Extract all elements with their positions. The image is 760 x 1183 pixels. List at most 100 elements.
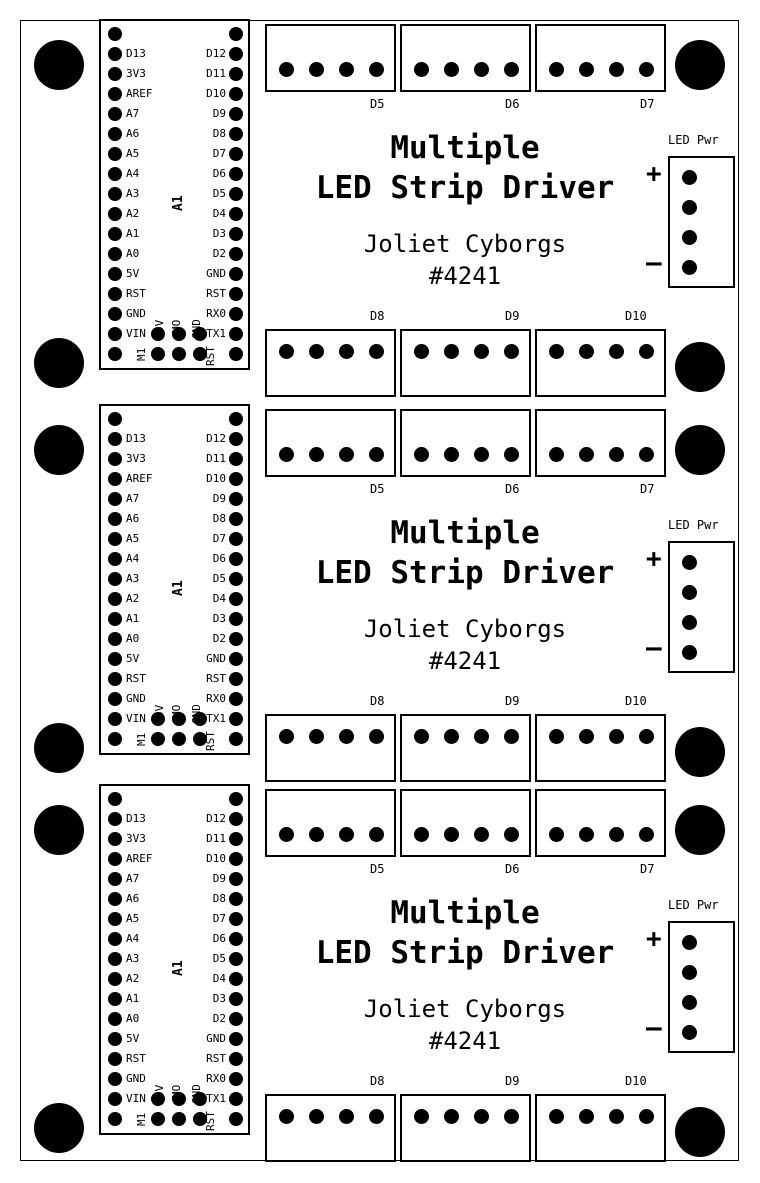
connector-pin <box>474 1109 489 1124</box>
header-pin <box>108 87 122 101</box>
header-pin <box>229 207 243 221</box>
team-name: Joliet Cyborgs <box>363 230 567 258</box>
pin-label-right: D7 <box>212 532 226 545</box>
connector-pin <box>339 62 354 77</box>
pin-label-left: A3 <box>126 572 140 585</box>
connector-pin <box>474 447 489 462</box>
header-pin <box>229 832 243 846</box>
connector-pin <box>609 62 624 77</box>
connector-pin <box>414 1109 429 1124</box>
header-pin <box>108 1032 122 1046</box>
mounting-hole <box>675 805 725 855</box>
pin-label-right: D3 <box>212 992 226 1005</box>
header-pin <box>229 67 243 81</box>
pin-label-left: RST <box>126 672 146 685</box>
led-connector-top <box>535 409 666 477</box>
pin-label-left: A7 <box>126 107 140 120</box>
header-pin <box>108 412 122 426</box>
led-connector-bottom <box>400 1094 531 1162</box>
connector-pin <box>504 447 519 462</box>
pin-label-right: D11 <box>206 832 226 845</box>
pin-label-bottom: RST <box>204 346 217 366</box>
connector-label: D5 <box>370 482 385 496</box>
pin-label-right: D11 <box>206 67 226 80</box>
arduino-nano-footprint: D13 D12 3V3 D11 AREF D10 A7 D9 A6 D8 A5 D7 A4 D6 A3 D5 A… <box>99 784 250 1135</box>
header-pin <box>108 672 122 686</box>
header-pin <box>108 107 122 121</box>
pin-label-right: RST <box>206 672 226 685</box>
pin-label-bottom: 5V <box>153 1084 166 1098</box>
pin-label-right: GND <box>206 267 226 280</box>
connector-label: D7 <box>640 97 655 111</box>
header-pin <box>229 307 243 321</box>
connector-pin <box>682 995 697 1010</box>
pin-label-right: D8 <box>212 127 226 140</box>
pin-label-right: D6 <box>212 167 226 180</box>
connector-pin <box>682 935 697 950</box>
header-pin <box>172 712 186 726</box>
team-number: #4241 <box>428 1027 502 1055</box>
connector-pin <box>609 447 624 462</box>
header-pin <box>108 1092 122 1106</box>
header-pin <box>229 672 243 686</box>
pin-label-left: RST <box>126 287 146 300</box>
header-pin <box>229 992 243 1006</box>
connector-pin <box>414 729 429 744</box>
led-connector-bottom <box>265 714 396 782</box>
header-pin <box>229 912 243 926</box>
connector-pin <box>549 447 564 462</box>
pin-label-left: A7 <box>126 872 140 885</box>
header-pin <box>108 452 122 466</box>
header-pin <box>108 307 122 321</box>
pin-label-right: RX0 <box>206 307 226 320</box>
connector-pin <box>639 827 654 842</box>
connector-pin <box>339 827 354 842</box>
plus-sign: + <box>646 544 662 574</box>
header-pin <box>193 732 207 746</box>
header-pin <box>229 932 243 946</box>
pin-label-left: GND <box>126 307 146 320</box>
plus-sign: + <box>646 924 662 954</box>
connector-pin <box>339 344 354 359</box>
header-pin <box>229 1092 243 1106</box>
header-pin <box>229 167 243 181</box>
connector-pin <box>369 1109 384 1124</box>
header-pin <box>229 267 243 281</box>
connector-pin <box>474 729 489 744</box>
header-pin <box>108 992 122 1006</box>
header-pin <box>229 1112 243 1126</box>
led-power-connector <box>668 921 735 1053</box>
connector-pin <box>682 170 697 185</box>
header-pin <box>172 1112 186 1126</box>
pin-label-right: D12 <box>206 812 226 825</box>
header-pin <box>108 512 122 526</box>
header-pin <box>193 1092 207 1106</box>
header-pin <box>229 872 243 886</box>
header-pin <box>229 247 243 261</box>
driver-panel: D13 D12 3V3 D11 AREF D10 A7 D9 A6 D8 A5 D7 A4 D6 A3 D5 A… <box>0 783 760 1165</box>
header-pin <box>151 327 165 341</box>
connector-pin <box>579 344 594 359</box>
pin-label-bottom: GND <box>190 319 203 339</box>
connector-pin <box>414 447 429 462</box>
pin-label-right: D5 <box>212 572 226 585</box>
header-pin <box>229 952 243 966</box>
header-pin <box>108 692 122 706</box>
header-pin <box>229 652 243 666</box>
mounting-hole <box>34 1103 84 1153</box>
led-connector-bottom <box>265 1094 396 1162</box>
connector-label: D10 <box>625 694 647 708</box>
header-pin <box>229 572 243 586</box>
header-pin <box>108 552 122 566</box>
pin-label-bottom: 5V <box>153 704 166 718</box>
header-pin <box>108 632 122 646</box>
pin-label-left: 5V <box>126 267 140 280</box>
pin-label-right: D11 <box>206 452 226 465</box>
pin-label-right: RST <box>206 287 226 300</box>
pin-label-right: TX1 <box>206 712 226 725</box>
connector-pin <box>682 230 697 245</box>
pin-label-left: D13 <box>126 47 146 60</box>
header-pin <box>229 532 243 546</box>
led-connector-bottom <box>400 714 531 782</box>
led-connector-bottom <box>535 714 666 782</box>
